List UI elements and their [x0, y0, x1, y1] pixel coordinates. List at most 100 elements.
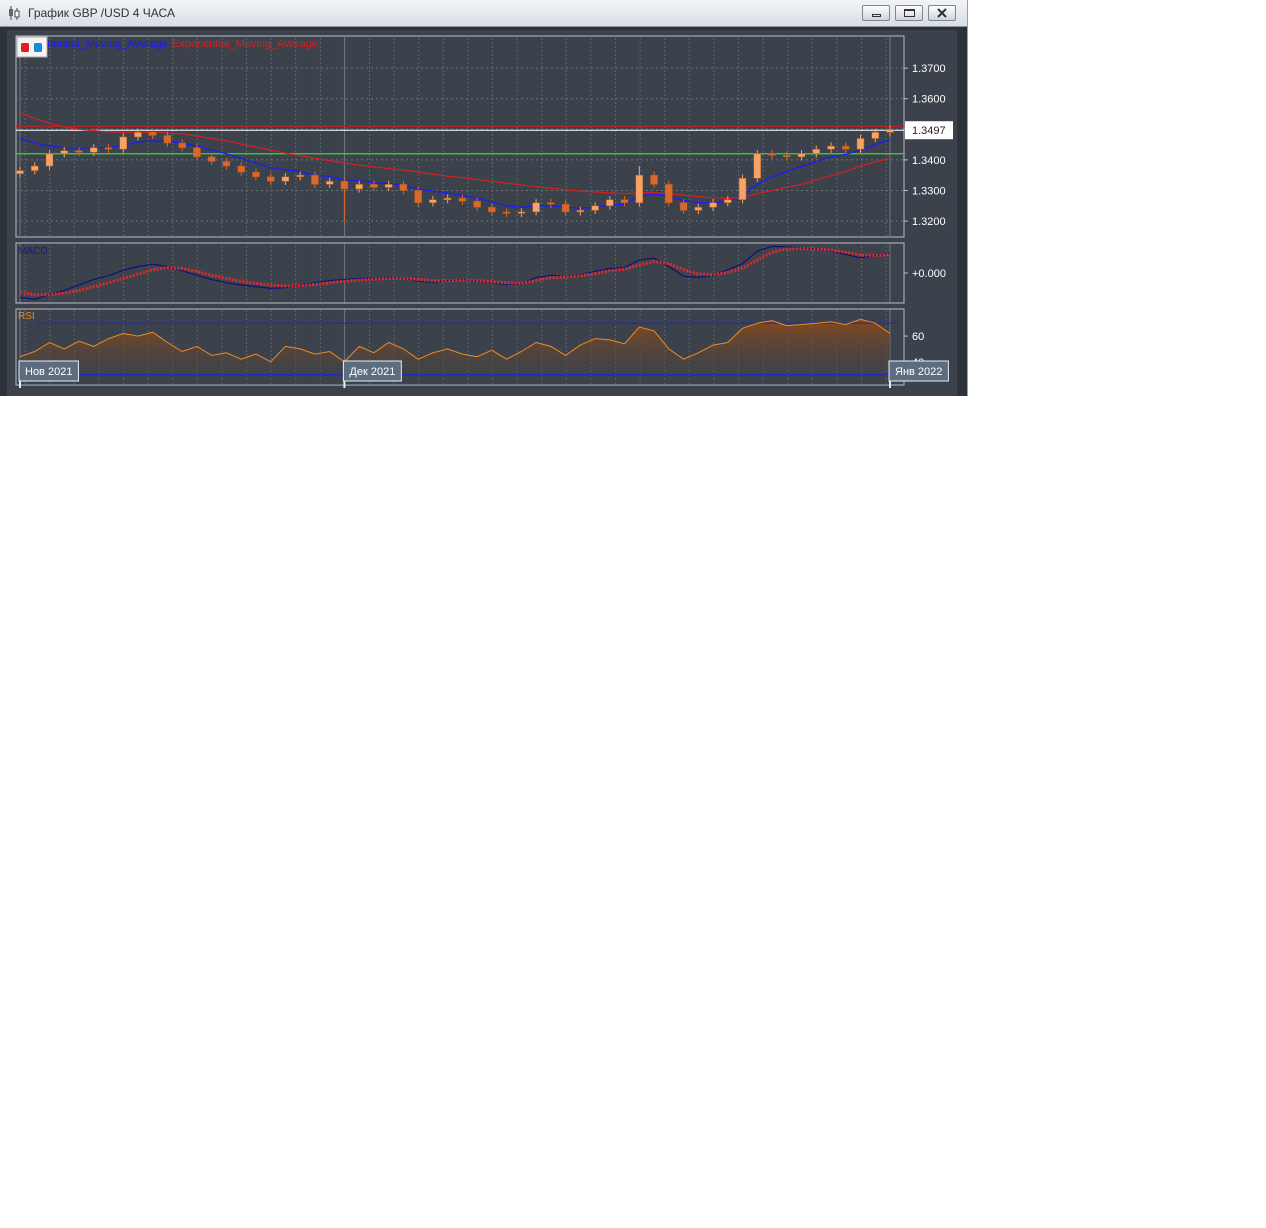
candle-body: [591, 205, 599, 211]
candle-body: [340, 181, 349, 190]
candle-body: [384, 184, 393, 188]
y-tick-label: 1.3300: [912, 185, 946, 197]
minimize-button[interactable]: [862, 5, 890, 21]
candle-body: [724, 199, 732, 203]
candle-body: [650, 174, 658, 185]
candle-body: [237, 165, 245, 173]
candle-body: [635, 174, 644, 203]
candle-body: [104, 147, 113, 150]
candle-body: [827, 145, 835, 150]
candle-body: [399, 184, 408, 191]
candle-body: [30, 165, 39, 171]
maximize-button[interactable]: [895, 5, 923, 21]
candle-body: [45, 153, 54, 167]
panel-grid: [16, 36, 904, 237]
close-icon: [937, 8, 947, 18]
candle-body: [738, 178, 747, 200]
candle-body: [252, 171, 260, 177]
candle-body: [134, 132, 142, 138]
candle-body: [517, 211, 526, 214]
candle-body: [193, 147, 201, 158]
y-tick-label: 1.3700: [912, 63, 946, 75]
candle-body: [871, 132, 880, 139]
last-price-box: [905, 121, 953, 140]
x-tick-label-bg: [888, 360, 949, 382]
candle-body: [458, 197, 467, 202]
candle-body: [281, 176, 290, 182]
candle-body: [665, 184, 673, 203]
candle-body: [429, 199, 437, 203]
candle-body: [576, 210, 585, 213]
candle-body: [856, 138, 865, 150]
app-icon: [9, 6, 20, 20]
candle-body: [768, 153, 776, 156]
rsi-area: [20, 319, 890, 385]
candle-body: [119, 136, 127, 150]
x-tick-label-box: Нов 2021: [18, 360, 79, 382]
candle-body: [163, 135, 172, 144]
x-tick-label: Янв 2022: [895, 366, 942, 378]
candle-body: [355, 184, 363, 190]
x-tick-label-box: Дек 2021: [342, 360, 402, 382]
candle-body: [753, 153, 762, 179]
x-tick-label-box: Янв 2022: [888, 360, 949, 382]
y-tick-label: 1.3200: [912, 216, 946, 228]
candle-body: [89, 147, 98, 153]
candle-body: [606, 199, 614, 207]
macd-line: [19, 246, 891, 297]
rsi-line: [19, 318, 891, 363]
candle-body: [679, 202, 688, 211]
candle-body: [311, 174, 319, 185]
candle-body: [75, 150, 83, 153]
legend-entry: Exponential_Moving_Average: [172, 38, 318, 50]
legend-entry: Exponential_Moving_Average: [22, 38, 168, 50]
candle-body: [709, 202, 717, 208]
y-tick-label: 1.3400: [912, 155, 946, 167]
candle-body: [797, 153, 806, 158]
candle-body: [473, 200, 481, 208]
y-tick-label: 1.3600: [912, 94, 946, 106]
macd-line: [19, 245, 891, 300]
panel-title: MACD: [18, 246, 47, 257]
candle-body: [886, 129, 894, 133]
candle-body: [325, 181, 334, 185]
candle-body: [783, 155, 791, 158]
y-tick-label: +0.000: [912, 268, 946, 280]
candle-body: [266, 176, 275, 182]
candle-body: [561, 204, 570, 213]
candle-body: [488, 207, 496, 213]
x-tick-label: Дек 2021: [349, 366, 395, 378]
last-price-label: 1.3497: [912, 125, 946, 137]
legend-icon-red: [21, 43, 29, 52]
title-bar: График GBP /USD 4 ЧАСА: [0, 0, 967, 27]
y-tick-label: 60: [912, 331, 924, 343]
candle-body: [207, 156, 216, 162]
candle-body: [502, 211, 511, 214]
legend-icon-blue: [34, 43, 42, 52]
candle-body: [414, 190, 422, 203]
candle-body: [443, 197, 452, 200]
panel-frame: [15, 35, 905, 238]
panel-grid: [16, 243, 904, 303]
candle-body: [148, 132, 157, 136]
close-button[interactable]: [928, 5, 956, 21]
candle-body: [178, 142, 186, 148]
candle-body: [812, 148, 821, 155]
panel-title: RSI: [18, 311, 35, 322]
candle-body: [547, 202, 555, 205]
x-tick-label-bg: [342, 360, 402, 382]
chart: 1.32001.33001.34001.35001.36001.37001.34…: [7, 30, 957, 396]
candle-body: [620, 199, 629, 203]
x-tick-label: Нов 2021: [25, 366, 72, 378]
x-tick-label-bg: [18, 360, 79, 382]
candle-body: [60, 150, 68, 155]
chart-window: График GBP /USD 4 ЧАСА 1.3200 1.3300 1.340…: [0, 0, 968, 396]
candle-body: [532, 202, 540, 213]
candle-body: [694, 207, 703, 211]
candle-body: [296, 174, 304, 177]
candle-body: [16, 170, 24, 174]
window-title: График GBP /USD 4 ЧАСА: [28, 6, 175, 20]
candle-body: [222, 161, 231, 167]
candle-body: [842, 145, 850, 150]
